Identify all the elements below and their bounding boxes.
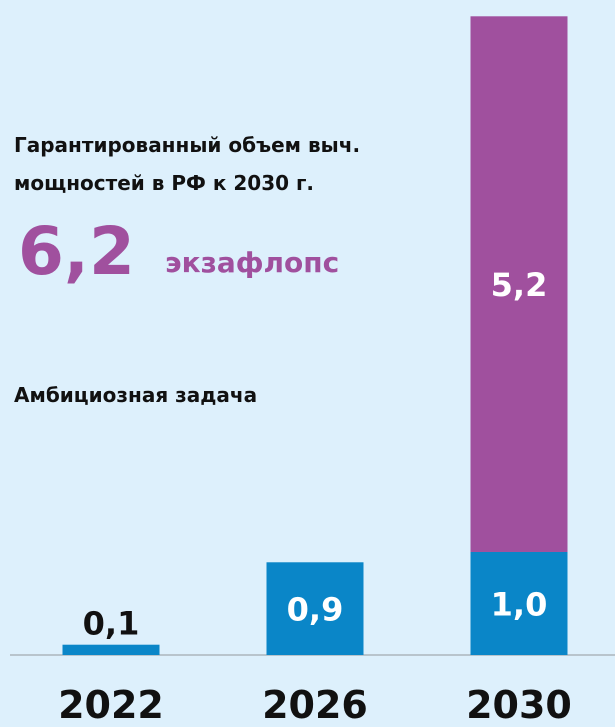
value-label: 0,9 bbox=[287, 591, 344, 629]
value-label: 1,0 bbox=[491, 585, 548, 623]
value-label: 5,2 bbox=[491, 266, 548, 304]
bar-segment bbox=[470, 16, 568, 552]
value-label: 0,1 bbox=[83, 605, 140, 643]
bar-segment bbox=[266, 562, 364, 655]
x-tick-label: 2022 bbox=[58, 683, 164, 727]
total-value: 6,2 bbox=[18, 213, 135, 290]
chart-title-line: Гарантированный объем выч. bbox=[14, 133, 360, 157]
bar-segment bbox=[470, 551, 568, 655]
unit: экзафлопс bbox=[165, 246, 339, 279]
x-tick-label: 2026 bbox=[262, 683, 368, 727]
series-label: Амбициозная задача bbox=[14, 383, 257, 407]
chart-title-line: мощностей в РФ к 2030 г. bbox=[14, 171, 314, 195]
x-tick-label: 2030 bbox=[466, 683, 572, 727]
bar-segment bbox=[62, 644, 160, 655]
